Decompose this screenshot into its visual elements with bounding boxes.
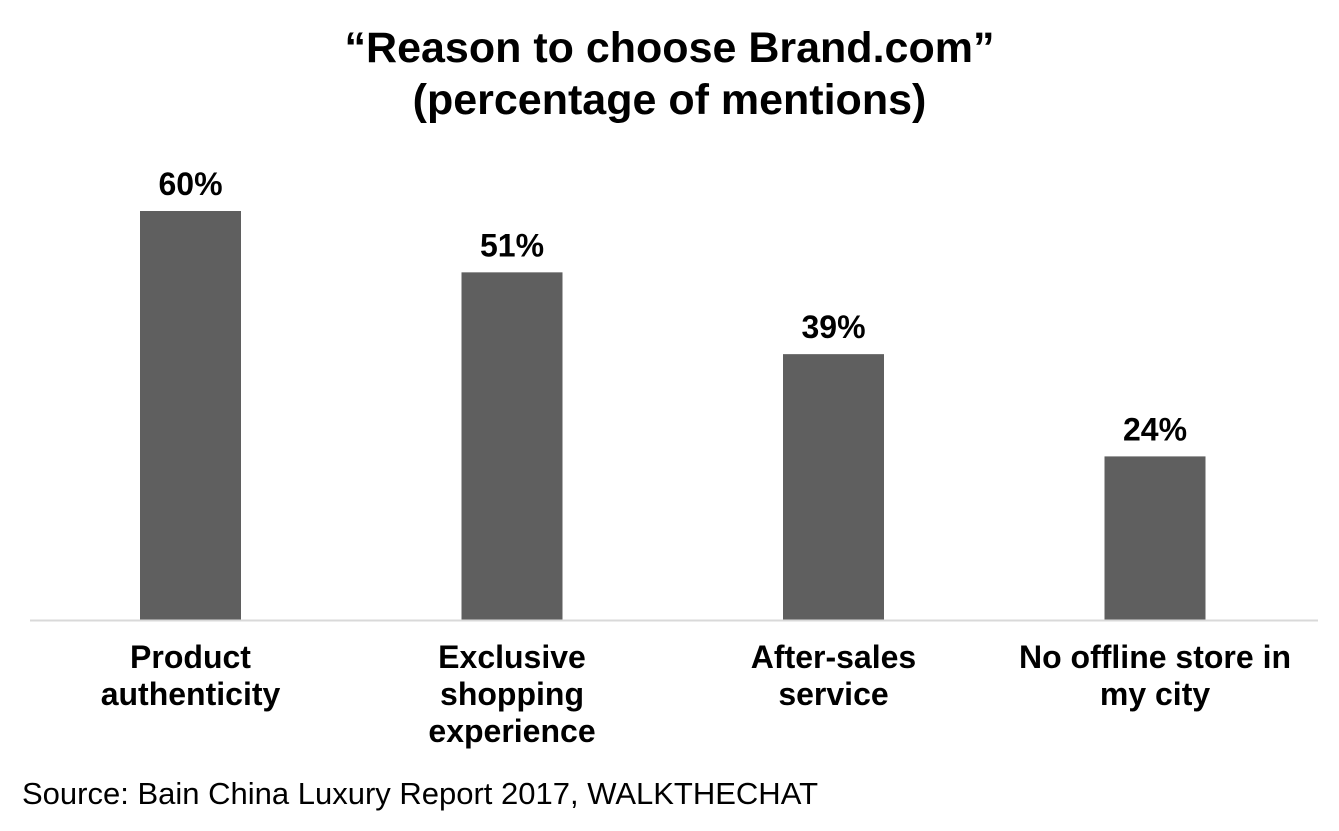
category-label-1-line-1: Product — [130, 639, 251, 675]
category-label-4-line-1: No offline store in — [1019, 639, 1291, 675]
chart-title: “Reason to choose Brand.com” (percentage… — [0, 22, 1339, 126]
category-label-2-line-1: Exclusive — [438, 639, 586, 675]
category-label-2-line-2: shopping — [440, 676, 584, 712]
data-label-3: 39% — [801, 309, 865, 345]
category-label-3-line-2: service — [778, 676, 888, 712]
category-label-2-line-3: experience — [428, 713, 595, 749]
data-label-2: 51% — [480, 227, 544, 263]
data-label-1: 60% — [158, 166, 222, 202]
data-label-4: 24% — [1123, 411, 1187, 447]
category-label-1-line-2: authenticity — [101, 676, 281, 712]
category-label-4-line-2: my city — [1100, 676, 1210, 712]
bar-3 — [783, 354, 884, 620]
chart-subtitle: (percentage of mentions) — [412, 76, 927, 124]
category-label-3-line-1: After-sales — [751, 639, 916, 675]
source-note: Source: Bain China Luxury Report 2017, W… — [22, 776, 819, 811]
bar-2 — [461, 272, 563, 620]
bar-1 — [140, 211, 241, 620]
bar-4 — [1104, 456, 1206, 620]
chart-title-line-1: “Reason to choose Brand.com” — [344, 24, 995, 72]
